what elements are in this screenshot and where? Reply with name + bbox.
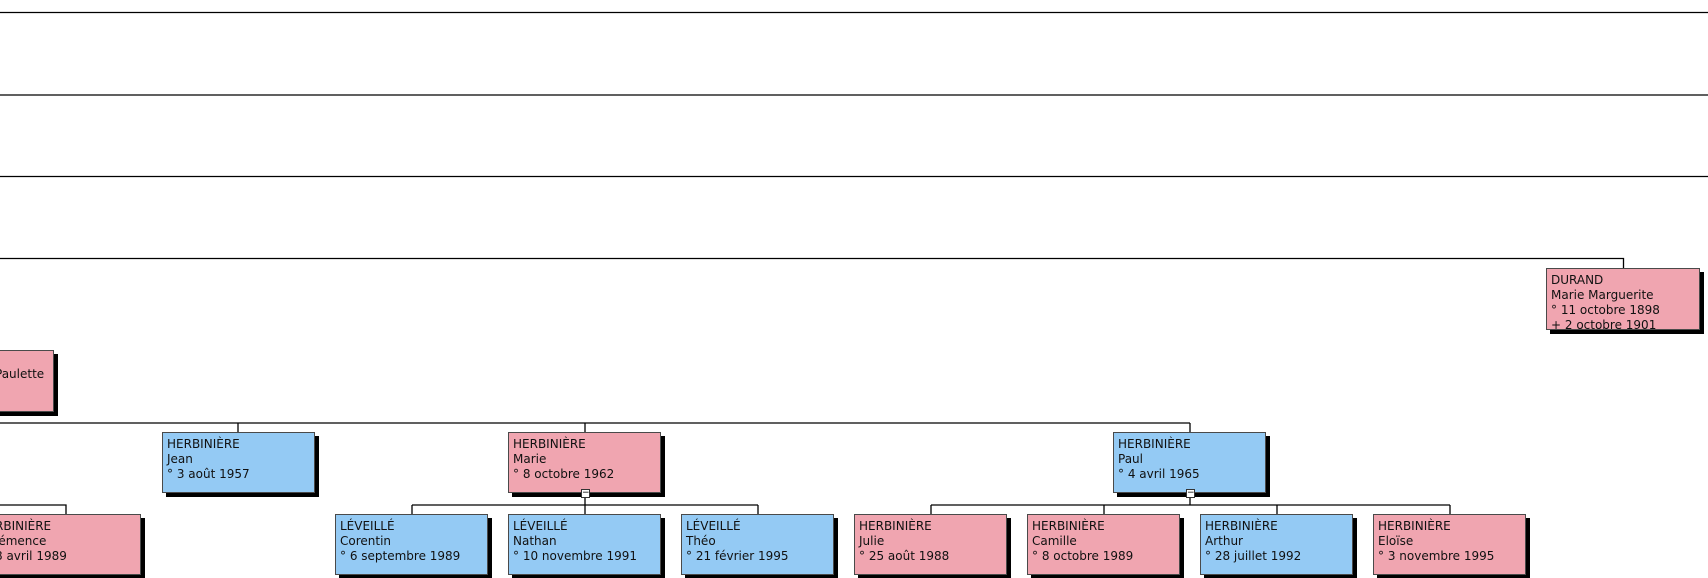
person-given-name: Théo xyxy=(686,534,716,548)
person-card-clemence[interactable]: RBINIÈRE lémence 8 avril 1989 xyxy=(0,514,141,575)
person-surname: HERBINIÈRE xyxy=(1378,519,1451,533)
person-surname: HERBINIÈRE xyxy=(1032,519,1105,533)
person-birth: ° 28 juillet 1992 xyxy=(1205,549,1302,563)
collapse-toggle-paul[interactable]: − xyxy=(1186,488,1195,498)
person-card-arthur[interactable]: HERBINIÈRE Arthur ° 28 juillet 1992 xyxy=(1200,514,1353,575)
person-surname: HERBINIÈRE xyxy=(859,519,932,533)
person-birth: ° 21 février 1995 xyxy=(686,549,789,563)
person-surname: DURAND xyxy=(1551,273,1604,287)
person-surname: HERBINIÈRE xyxy=(167,437,240,451)
person-given-name: Arthur xyxy=(1205,534,1243,548)
person-birth: 8 avril 1989 xyxy=(0,549,67,563)
person-surname: HERBINIÈRE xyxy=(1118,437,1191,451)
person-card-corentin[interactable]: LÉVEILLÉ Corentin ° 6 septembre 1989 xyxy=(335,514,488,575)
person-birth: ° 11 octobre 1898 xyxy=(1551,303,1660,317)
person-card-theo[interactable]: LÉVEILLÉ Théo ° 21 février 1995 xyxy=(681,514,834,575)
person-card-eloise[interactable]: HERBINIÈRE Eloïse ° 3 novembre 1995 xyxy=(1373,514,1526,575)
person-birth: ° 3 novembre 1995 xyxy=(1378,549,1495,563)
connector-durand xyxy=(0,257,1625,268)
person-given-name: Nathan xyxy=(513,534,557,548)
person-birth: ° 4 avril 1965 xyxy=(1118,467,1200,481)
person-birth: ° 8 octobre 1989 xyxy=(1032,549,1134,563)
person-card-camille[interactable]: HERBINIÈRE Camille ° 8 octobre 1989 xyxy=(1027,514,1180,575)
person-surname: RBINIÈRE xyxy=(0,519,52,533)
person-card-jean[interactable]: HERBINIÈRE Jean ° 3 août 1957 xyxy=(162,432,315,493)
person-given-name: Marie Marguerite xyxy=(1551,288,1654,302)
person-card-paul[interactable]: HERBINIÈRE Paul ° 4 avril 1965 xyxy=(1113,432,1266,493)
person-death: + 2 octobre 1901 xyxy=(1551,318,1657,330)
person-surname: HERBINIÈRE xyxy=(513,437,586,451)
collapse-toggle-marie[interactable]: − xyxy=(581,488,590,498)
person-given-name: Camille xyxy=(1032,534,1077,548)
person-surname: HERBINIÈRE xyxy=(1205,519,1278,533)
connector-clemence xyxy=(0,504,67,514)
person-card-paulette[interactable]: Paulette xyxy=(0,350,54,412)
person-given-name: Marie xyxy=(513,452,547,466)
person-surname: LÉVEILLÉ xyxy=(513,519,568,533)
person-surname: LÉVEILLÉ xyxy=(686,519,741,533)
person-given-name: Eloïse xyxy=(1378,534,1414,548)
person-birth: ° 25 août 1988 xyxy=(859,549,950,563)
person-given-name: Paulette xyxy=(0,367,45,381)
person-given-name: Paul xyxy=(1118,452,1143,466)
person-card-durand-marie-marguerite[interactable]: DURAND Marie Marguerite ° 11 octobre 189… xyxy=(1546,268,1700,330)
person-birth: ° 8 octobre 1962 xyxy=(513,467,615,481)
person-given-name: Julie xyxy=(859,534,885,548)
person-birth: ° 6 septembre 1989 xyxy=(340,549,461,563)
person-surname: LÉVEILLÉ xyxy=(340,519,395,533)
person-birth: ° 3 août 1957 xyxy=(167,467,250,481)
person-birth: ° 10 novembre 1991 xyxy=(513,549,638,563)
person-given-name: lémence xyxy=(0,534,47,548)
person-card-marie[interactable]: HERBINIÈRE Marie ° 8 octobre 1962 xyxy=(508,432,661,493)
person-given-name: Corentin xyxy=(340,534,392,548)
person-card-nathan[interactable]: LÉVEILLÉ Nathan ° 10 novembre 1991 xyxy=(508,514,661,575)
person-card-julie[interactable]: HERBINIÈRE Julie ° 25 août 1988 xyxy=(854,514,1007,575)
person-given-name: Jean xyxy=(167,452,193,466)
